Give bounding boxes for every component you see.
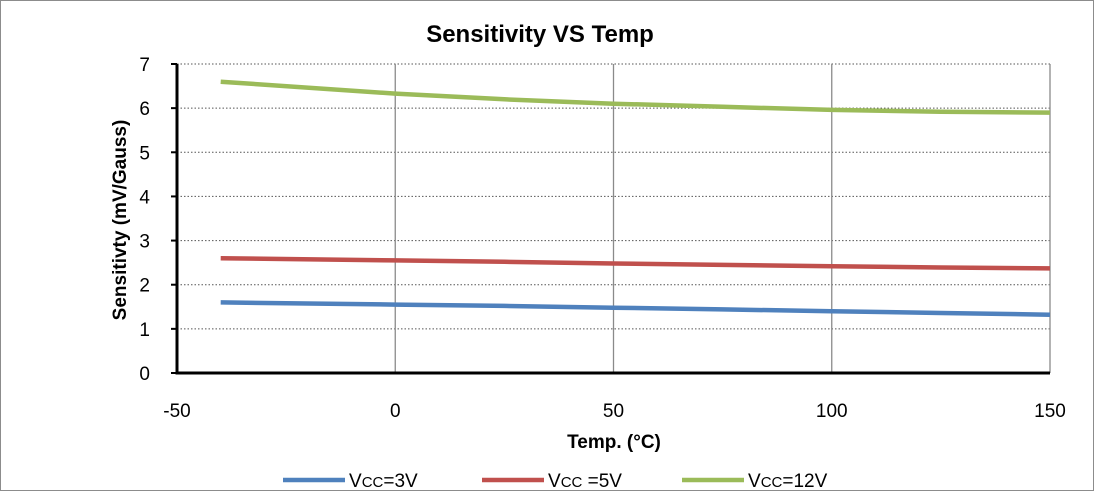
- legend: VCC=3V VCC =5V VCC=12V: [283, 471, 828, 491]
- legend-item: VCC=12V: [682, 471, 828, 491]
- y-tick-label: 3: [139, 232, 150, 253]
- y-tick-label: 6: [139, 99, 150, 120]
- legend-label-suffix: =12V: [782, 471, 827, 491]
- axes: [171, 63, 1050, 375]
- x-tick-label: 50: [603, 401, 624, 422]
- legend-label-main: V: [349, 471, 362, 491]
- x-tick-label: 0: [390, 401, 401, 422]
- y-tick-label: 5: [139, 143, 150, 164]
- legend-label-sub: CC: [761, 474, 783, 491]
- legend-label: VCC =5V: [548, 471, 622, 491]
- y-tick-labels: 0 1 2 3 4 5 6 7: [139, 55, 150, 385]
- y-tick-label: 1: [139, 320, 150, 341]
- grid: [177, 63, 1051, 373]
- legend-label-main: V: [548, 471, 561, 491]
- y-axis-label: Sensitivty (mV/Gauss): [110, 120, 131, 321]
- legend-label-main: V: [748, 471, 761, 491]
- series-lines: [220, 79, 1051, 317]
- chart-title: Sensitivity VS Temp: [426, 21, 654, 48]
- series-line: [220, 79, 1051, 115]
- legend-label-suffix: =5V: [582, 471, 622, 491]
- y-tick-label: 4: [139, 187, 150, 208]
- legend-label: VCC=3V: [349, 471, 418, 491]
- x-axis-label: Temp. (°C): [567, 432, 661, 453]
- x-tick-labels: -50 0 50 100 150: [163, 401, 1066, 422]
- x-tick-label: 100: [816, 401, 848, 422]
- legend-label: VCC=12V: [748, 471, 828, 491]
- x-tick-label: -50: [163, 401, 190, 422]
- y-tick-label: 0: [139, 364, 150, 385]
- legend-label-sub: CC: [362, 474, 384, 491]
- series-line: [220, 255, 1051, 271]
- legend-item: VCC=3V: [283, 471, 418, 491]
- legend-label-sub: CC: [561, 474, 583, 491]
- legend-label-suffix: =3V: [383, 471, 418, 491]
- y-tick-label: 7: [139, 55, 150, 76]
- x-tick-label: 150: [1034, 401, 1066, 422]
- y-tick-label: 2: [139, 276, 150, 297]
- legend-item: VCC =5V: [482, 471, 622, 491]
- series-line: [220, 300, 1051, 317]
